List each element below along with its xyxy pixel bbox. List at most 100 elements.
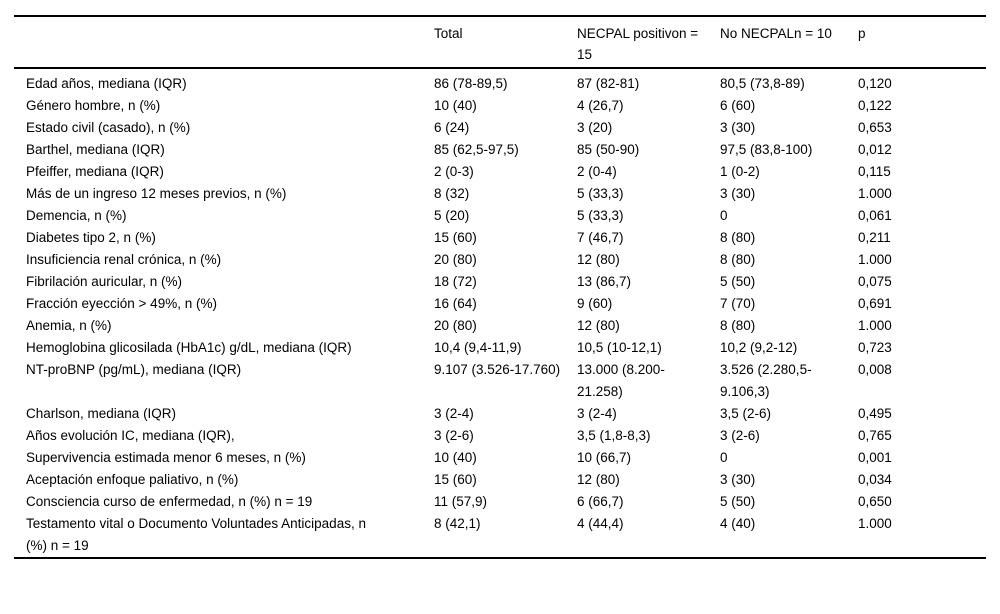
row-label: Testamento vital o Documento Voluntades … [26, 516, 366, 553]
cell-total: 18 (72) [434, 274, 477, 289]
cell-total: 2 (0-3) [434, 164, 474, 179]
cell-necpal-positive: 6 (66,7) [577, 494, 624, 509]
row-label: Diabetes tipo 2, n (%) [26, 230, 156, 245]
header-no-necpal: No NECPALn = 10 [720, 16, 858, 69]
cell-no-necpal: 5 (50) [720, 274, 756, 289]
cell-total: 86 (78-89,5) [434, 76, 508, 91]
table-row: Género hombre, n (%) 10 (40) 4 (26,7) 6 (60… [14, 95, 986, 117]
cell-total: 20 (80) [434, 318, 477, 333]
cell-necpal-positive: 12 (80) [577, 472, 620, 487]
cell-necpal-positive: 7 (46,7) [577, 230, 624, 245]
table-row: Barthel, mediana (IQR) 85 (62,5-97,5) 85 (… [14, 139, 986, 161]
cell-p-value: 0,650 [858, 494, 892, 509]
table-row: Más de un ingreso 12 meses previos, n (%… [14, 183, 986, 205]
row-label: Consciencia curso de enfermedad, n (%) n… [26, 494, 313, 509]
cell-necpal-positive: 12 (80) [577, 252, 620, 267]
cell-no-necpal: 7 (70) [720, 296, 756, 311]
table-row: Supervivencia estimada menor 6 meses, n … [14, 447, 986, 469]
cell-total: 11 (57,9) [434, 494, 488, 509]
cell-total: 15 (60) [434, 472, 477, 487]
cell-no-necpal: 97,5 (83,8-100) [720, 142, 813, 157]
cell-no-necpal: 8 (80) [720, 318, 756, 333]
row-label: Estado civil (casado), n (%) [26, 120, 191, 135]
row-label: Charlson, mediana (IQR) [26, 406, 177, 421]
cell-total: 8 (42,1) [434, 516, 481, 531]
cell-p-value: 1.000 [858, 516, 892, 531]
cell-necpal-positive: 12 (80) [577, 318, 620, 333]
cell-no-necpal: 8 (80) [720, 252, 756, 267]
cell-necpal-positive: 10 (66,7) [577, 450, 632, 465]
cell-no-necpal: 3,5 (2-6) [720, 406, 772, 421]
cell-p-value: 0,723 [858, 340, 892, 355]
table-body: Edad años, mediana (IQR) 86 (78-89,5) 87 (… [14, 68, 986, 558]
cell-no-necpal: 3 (30) [720, 120, 756, 135]
table-row: Charlson, mediana (IQR) 3 (2-4) 3 (2-4) 3,5… [14, 403, 986, 425]
row-label: Supervivencia estimada menor 6 meses, n … [26, 450, 306, 465]
cell-p-value: 0,115 [858, 164, 891, 179]
row-label: Más de un ingreso 12 meses previos, n (%… [26, 186, 287, 201]
table-row: Insuficiencia renal crónica, n (%) 20 (80… [14, 249, 986, 271]
row-label: Pfeiffer, mediana (IQR) [26, 164, 164, 179]
row-label: Insuficiencia renal crónica, n (%) [26, 252, 222, 267]
cell-necpal-positive: 4 (44,4) [577, 516, 624, 531]
cell-no-necpal: 4 (40) [720, 516, 756, 531]
cell-necpal-positive: 3,5 (1,8-8,3) [577, 428, 651, 443]
cell-no-necpal: 10,2 (9,2-12) [720, 340, 798, 355]
cell-necpal-positive: 4 (26,7) [577, 98, 624, 113]
table-row: Fibrilación auricular, n (%) 18 (72) 13 (8… [14, 271, 986, 293]
table-row: Aceptación enfoque paliativo, n (%) 15 (6… [14, 469, 986, 491]
table-row: Consciencia curso de enfermedad, n (%) n… [14, 491, 986, 513]
cell-p-value: 0,012 [858, 142, 892, 157]
cell-necpal-positive: 3 (20) [577, 120, 613, 135]
row-label: Aceptación enfoque paliativo, n (%) [26, 472, 239, 487]
cell-p-value: 0,122 [858, 98, 892, 113]
cell-total: 9.107 (3.526-17.760) [434, 362, 561, 377]
cell-total: 10 (40) [434, 98, 477, 113]
cell-no-necpal: 1 (0-2) [720, 164, 760, 179]
cell-necpal-positive: 5 (33,3) [577, 208, 624, 223]
table-row: Fracción eyección > 49%, n (%) 16 (64) 9 (… [14, 293, 986, 315]
table-row: Anemia, n (%) 20 (80) 12 (80) 8 (80) 1.000 [14, 315, 986, 337]
cell-necpal-positive: 13 (86,7) [577, 274, 632, 289]
cell-total: 5 (20) [434, 208, 470, 223]
cell-p-value: 0,691 [858, 296, 892, 311]
cell-total: 20 (80) [434, 252, 477, 267]
cell-total: 3 (2-6) [434, 428, 474, 443]
cell-no-necpal: 3 (2-6) [720, 428, 760, 443]
table-row: Años evolución IC, mediana (IQR), 3 (2-6)… [14, 425, 986, 447]
row-label: Edad años, mediana (IQR) [26, 76, 187, 91]
cell-total: 15 (60) [434, 230, 477, 245]
table-row: Edad años, mediana (IQR) 86 (78-89,5) 87 (… [14, 68, 986, 95]
cell-necpal-positive: 3 (2-4) [577, 406, 617, 421]
cell-no-necpal: 3 (30) [720, 472, 756, 487]
row-label: Anemia, n (%) [26, 318, 112, 333]
header-row: Total NECPAL positivon = 15 No NECPALn =… [14, 16, 986, 69]
row-label: Demencia, n (%) [26, 208, 127, 223]
cell-total: 10,4 (9,4-11,9) [434, 340, 522, 355]
table-header: Total NECPAL positivon = 15 No NECPALn =… [14, 16, 986, 69]
table-row: Hemoglobina glicosilada (HbA1c) g/dL, me… [14, 337, 986, 359]
cell-necpal-positive: 85 (50-90) [577, 142, 640, 157]
cell-necpal-positive: 13.000 (8.200-21.258) [577, 362, 665, 399]
cell-no-necpal: 5 (50) [720, 494, 756, 509]
cell-p-value: 1.000 [858, 186, 892, 201]
cell-necpal-positive: 9 (60) [577, 296, 613, 311]
cell-no-necpal: 80,5 (73,8-89) [720, 76, 805, 91]
cell-no-necpal: 6 (60) [720, 98, 756, 113]
row-label: Años evolución IC, mediana (IQR), [26, 428, 235, 443]
table-row: Diabetes tipo 2, n (%) 15 (60) 7 (46,7) 8 (… [14, 227, 986, 249]
row-label: Hemoglobina glicosilada (HbA1c) g/dL, me… [26, 340, 352, 355]
row-label: Barthel, mediana (IQR) [26, 142, 165, 157]
table-row: Testamento vital o Documento Voluntades … [14, 513, 986, 558]
cell-no-necpal: 8 (80) [720, 230, 756, 245]
cell-p-value: 0,211 [858, 230, 891, 245]
row-label: Fracción eyección > 49%, n (%) [26, 296, 217, 311]
table-row: Demencia, n (%) 5 (20) 5 (33,3) 0 0,061 [14, 205, 986, 227]
cell-p-value: 1.000 [858, 252, 892, 267]
cell-total: 6 (24) [434, 120, 470, 135]
cell-no-necpal: 3 (30) [720, 186, 756, 201]
cell-total: 16 (64) [434, 296, 477, 311]
cell-necpal-positive: 87 (82-81) [577, 76, 640, 91]
cell-p-value: 0,061 [858, 208, 892, 223]
